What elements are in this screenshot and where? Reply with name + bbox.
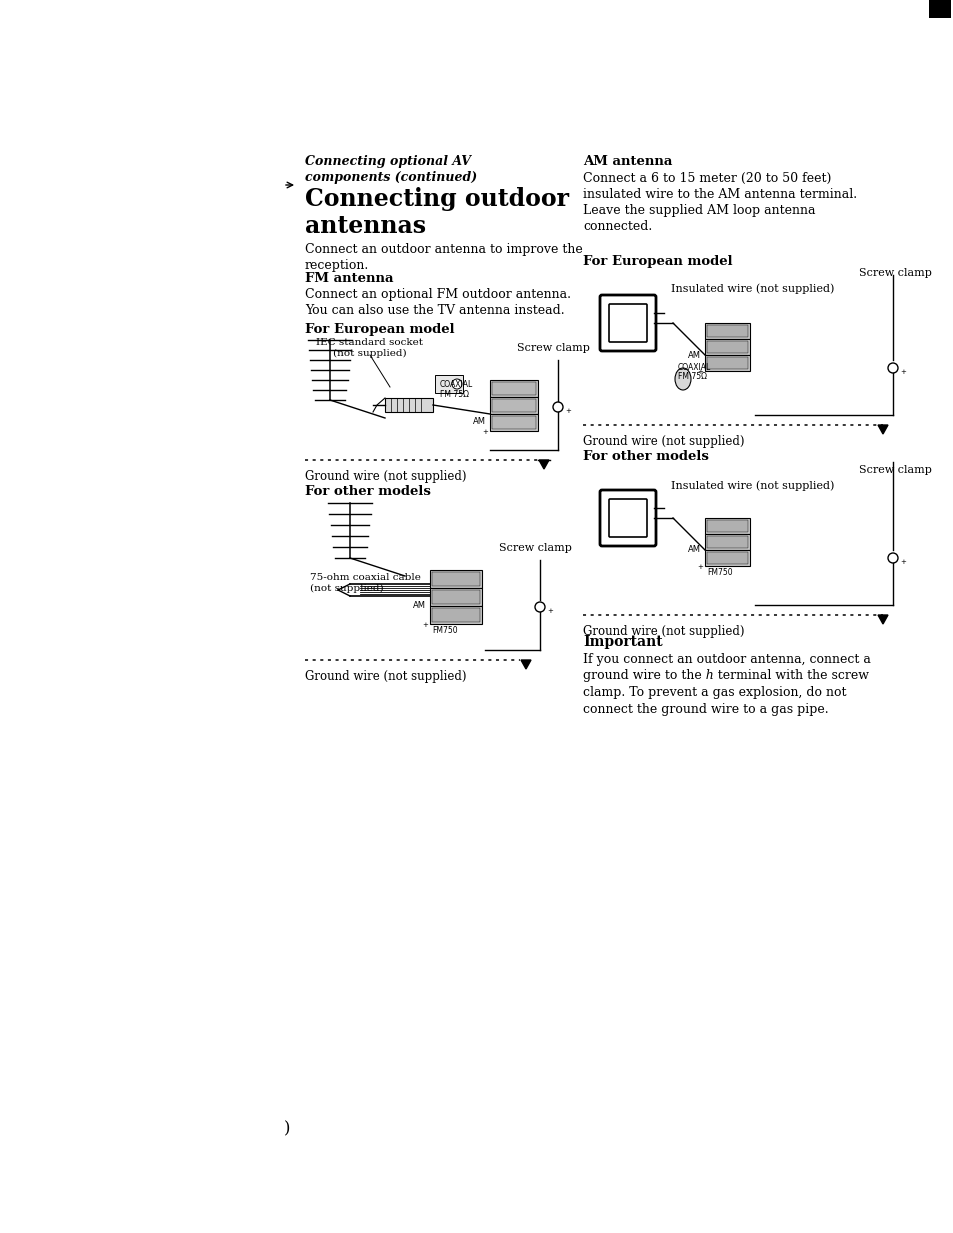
FancyBboxPatch shape	[608, 499, 646, 538]
Text: +: +	[899, 369, 905, 375]
Bar	[704, 355, 749, 371]
Text: +: +	[564, 408, 570, 414]
Text: +: +	[546, 608, 553, 614]
Bar	[432, 608, 479, 621]
Bar	[435, 375, 462, 393]
Text: ): )	[284, 1120, 291, 1137]
Ellipse shape	[675, 367, 690, 390]
Polygon shape	[520, 660, 531, 670]
FancyBboxPatch shape	[599, 295, 656, 351]
Text: AM: AM	[473, 418, 485, 427]
Bar	[706, 358, 747, 369]
Text: FM antenna: FM antenna	[305, 272, 393, 285]
Text: FM750: FM750	[432, 626, 457, 635]
Bar	[490, 397, 537, 414]
Text: Screw clamp: Screw clamp	[516, 343, 589, 353]
Circle shape	[887, 363, 897, 374]
Circle shape	[887, 552, 897, 563]
Text: Connect an outdoor antenna to improve the
reception.: Connect an outdoor antenna to improve th…	[305, 243, 582, 272]
Text: AM: AM	[687, 545, 700, 555]
FancyBboxPatch shape	[608, 305, 646, 342]
Text: COAXIAL
FM 75Ω: COAXIAL FM 75Ω	[439, 380, 473, 398]
Text: Connect an optional FM outdoor antenna.
You can also use the TV antenna instead.: Connect an optional FM outdoor antenna. …	[305, 289, 571, 317]
Text: IEC standard socket
(not supplied): IEC standard socket (not supplied)	[316, 338, 423, 358]
Text: +: +	[481, 429, 488, 435]
Text: AM antenna: AM antenna	[582, 155, 672, 168]
Text: If you connect an outdoor antenna, connect a
ground wire to the ℎ terminal with : If you connect an outdoor antenna, conne…	[582, 653, 870, 715]
Text: AM: AM	[687, 350, 700, 360]
Bar	[704, 339, 749, 355]
Text: Insulated wire (not supplied): Insulated wire (not supplied)	[670, 284, 834, 293]
Text: Connect a 6 to 15 meter (20 to 50 feet)
insulated wire to the AM antenna termina: Connect a 6 to 15 meter (20 to 50 feet) …	[582, 171, 856, 233]
Text: For other models: For other models	[305, 485, 431, 498]
Text: Ground wire (not supplied): Ground wire (not supplied)	[582, 435, 743, 448]
Text: Important: Important	[582, 635, 662, 649]
Bar	[704, 518, 749, 534]
Bar	[704, 323, 749, 339]
Text: COAXIAL
FM 75Ω: COAXIAL FM 75Ω	[678, 363, 711, 381]
Bar	[706, 520, 747, 531]
Bar	[706, 326, 747, 337]
Bar	[706, 342, 747, 353]
Bar	[432, 572, 479, 586]
Bar	[492, 399, 536, 412]
Polygon shape	[877, 425, 887, 434]
Bar	[432, 591, 479, 604]
Text: Screw clamp: Screw clamp	[859, 268, 931, 277]
Bar	[928, 0, 950, 18]
FancyBboxPatch shape	[599, 490, 656, 546]
Text: Ground wire (not supplied): Ground wire (not supplied)	[305, 670, 466, 683]
Bar	[490, 380, 537, 397]
Text: Insulated wire (not supplied): Insulated wire (not supplied)	[670, 480, 834, 491]
Text: Connecting optional AV
components (continued): Connecting optional AV components (conti…	[305, 155, 476, 184]
Text: Ground wire (not supplied): Ground wire (not supplied)	[582, 625, 743, 637]
Text: +: +	[421, 621, 428, 628]
Text: +: +	[697, 563, 702, 570]
Bar	[704, 550, 749, 566]
Bar	[492, 416, 536, 429]
Circle shape	[452, 379, 461, 388]
Text: Ground wire (not supplied): Ground wire (not supplied)	[305, 470, 466, 483]
Bar	[706, 536, 747, 547]
Text: +: +	[697, 369, 702, 375]
Polygon shape	[538, 460, 548, 469]
Text: Connecting outdoor
antennas: Connecting outdoor antennas	[305, 187, 568, 238]
Text: +: +	[899, 559, 905, 565]
Circle shape	[535, 602, 544, 612]
Bar	[706, 552, 747, 563]
Polygon shape	[877, 615, 887, 624]
Text: 75-ohm coaxial cable
(not supplied): 75-ohm coaxial cable (not supplied)	[310, 573, 420, 593]
Bar	[430, 605, 481, 624]
Circle shape	[553, 402, 562, 412]
Bar	[492, 382, 536, 395]
Text: AM: AM	[413, 602, 426, 610]
Bar	[430, 588, 481, 605]
Text: Screw clamp: Screw clamp	[498, 543, 571, 552]
Text: For European model: For European model	[305, 323, 455, 337]
Text: For other models: For other models	[582, 450, 708, 464]
Text: FM750: FM750	[706, 568, 732, 577]
Text: Screw clamp: Screw clamp	[859, 465, 931, 475]
Text: For European model: For European model	[582, 255, 732, 268]
Bar	[385, 398, 433, 412]
Bar	[430, 570, 481, 588]
Bar	[704, 534, 749, 550]
Bar	[490, 414, 537, 432]
